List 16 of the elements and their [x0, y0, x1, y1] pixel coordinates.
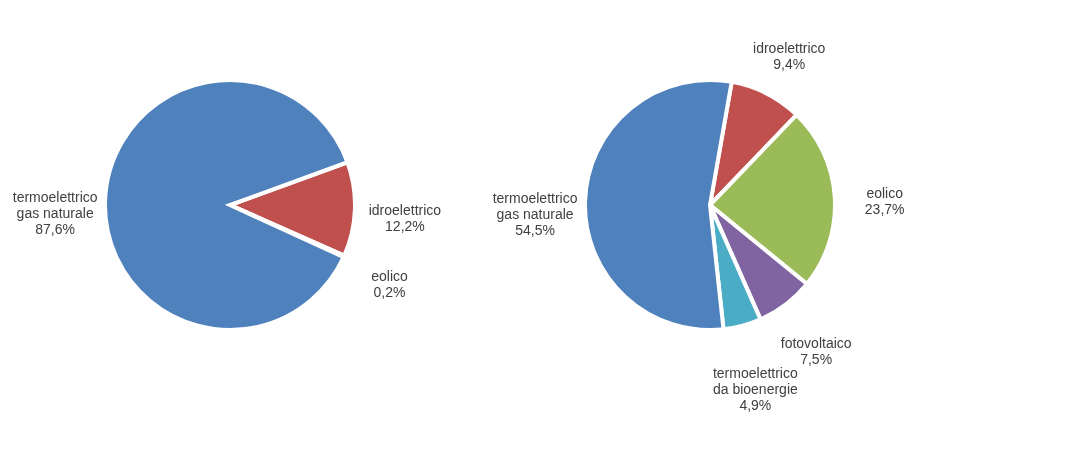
data-label: 0,2%: [373, 283, 406, 300]
slice-label: fotovoltaico: [780, 335, 852, 352]
slice-label: eolico: [371, 267, 409, 284]
data-label: 54,5%: [515, 222, 555, 239]
slice-label: idroelettrico: [368, 201, 442, 218]
slice-label: idroelettrico: [753, 39, 826, 56]
data-label: 7,5%: [800, 351, 833, 368]
slice-label: termoelettrico da bioenergie: [712, 365, 798, 398]
data-label: 9,4%: [773, 55, 806, 72]
data-label: 4,9%: [739, 397, 772, 414]
slice-label: eolico: [866, 185, 904, 202]
data-label: 87,6%: [35, 220, 75, 237]
data-label: 23,7%: [864, 201, 905, 218]
slice-label: termoelettrico gas naturale: [492, 190, 578, 223]
slice-label: termoelettrico gas naturale: [12, 188, 98, 221]
data-label: 12,2%: [385, 217, 425, 234]
